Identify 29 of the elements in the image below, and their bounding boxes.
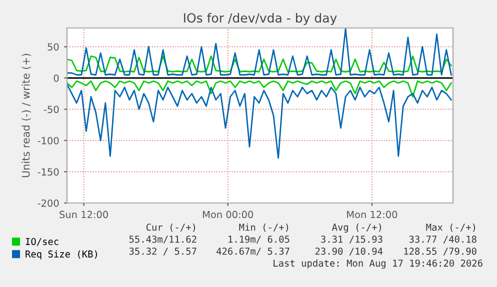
text: Avg (-/+) <box>332 223 382 233</box>
text: Cur (-/+) <box>146 223 196 232</box>
text: 23.90 /10.94 <box>315 248 383 256</box>
chart-title: IOs for /dev/vda - by day <box>184 12 337 26</box>
text: 426.67m/ 5.37 <box>216 248 290 256</box>
text: 55.43m/11.62 <box>129 236 196 244</box>
x-tick-label: Mon 12:00 <box>347 210 398 218</box>
y-tick-label: 0 <box>54 74 59 82</box>
text: 3.31 /15.93 <box>321 236 382 244</box>
y-tick-label: -50 <box>44 106 59 114</box>
line-series <box>67 84 452 159</box>
text: 35.32 / 5.57 <box>129 248 196 256</box>
text: Max (-/+) <box>426 223 476 232</box>
legend-label: Req Size (KB) <box>26 250 97 260</box>
line-series <box>67 55 452 72</box>
text: 1.19m/ 6.05 <box>228 236 290 244</box>
legend-label: IO/sec <box>26 238 58 246</box>
text: Last update: Mon Aug 17 19:46:20 2026 <box>274 259 482 269</box>
y-tick-label: -200 <box>38 199 59 207</box>
y-tick-label: -150 <box>38 168 59 176</box>
line-series <box>67 80 452 98</box>
text: Min (-/+) <box>239 223 288 232</box>
text: 33.77 /40.18 <box>409 236 476 244</box>
text: 128.55 /79.90 <box>404 248 476 256</box>
y-tick-label: -100 <box>38 136 59 144</box>
y-axis-title: Units read (-) / write (+) <box>22 54 31 178</box>
x-tick-label: Sun 12:00 <box>60 210 108 218</box>
y-tick-label: 50 <box>48 43 59 51</box>
x-tick-label: Mon 00:00 <box>203 210 254 218</box>
